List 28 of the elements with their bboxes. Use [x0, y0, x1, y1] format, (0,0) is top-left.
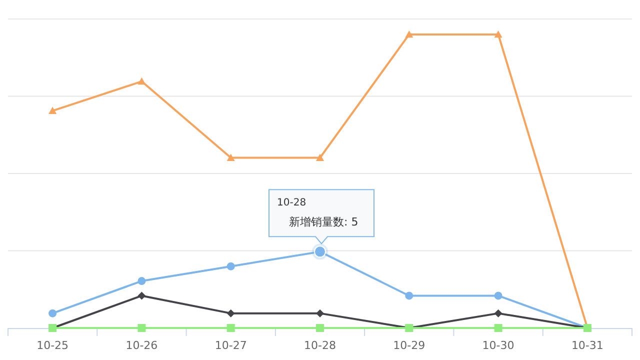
- point: [138, 77, 146, 85]
- point: [48, 309, 57, 318]
- point: [48, 106, 57, 114]
- point: [316, 324, 324, 332]
- point: [226, 154, 235, 161]
- x-tick-label: 10-31: [571, 339, 604, 352]
- point: [494, 324, 502, 332]
- x-tick-label: 10-30: [482, 339, 514, 352]
- x-tick-label: 10-25: [36, 339, 69, 352]
- point: [138, 277, 146, 286]
- point: [138, 292, 146, 300]
- point: [405, 292, 414, 300]
- point: [494, 292, 502, 300]
- point: [316, 309, 324, 318]
- annotation: 10-28: [277, 198, 306, 209]
- point: [405, 30, 414, 38]
- point: [494, 309, 502, 318]
- point: [226, 324, 235, 332]
- annotation: 新增销量数: 5: [289, 216, 358, 229]
- x-tick-label: 10-27: [214, 339, 247, 352]
- x-tick-label: 10-29: [393, 339, 426, 352]
- point: [316, 154, 324, 161]
- point: [226, 262, 235, 270]
- point: [226, 309, 235, 318]
- point: [138, 324, 146, 332]
- x-tick-label: 10-28: [304, 339, 336, 352]
- point: [494, 30, 502, 38]
- x-tick-label: 10-26: [126, 339, 158, 352]
